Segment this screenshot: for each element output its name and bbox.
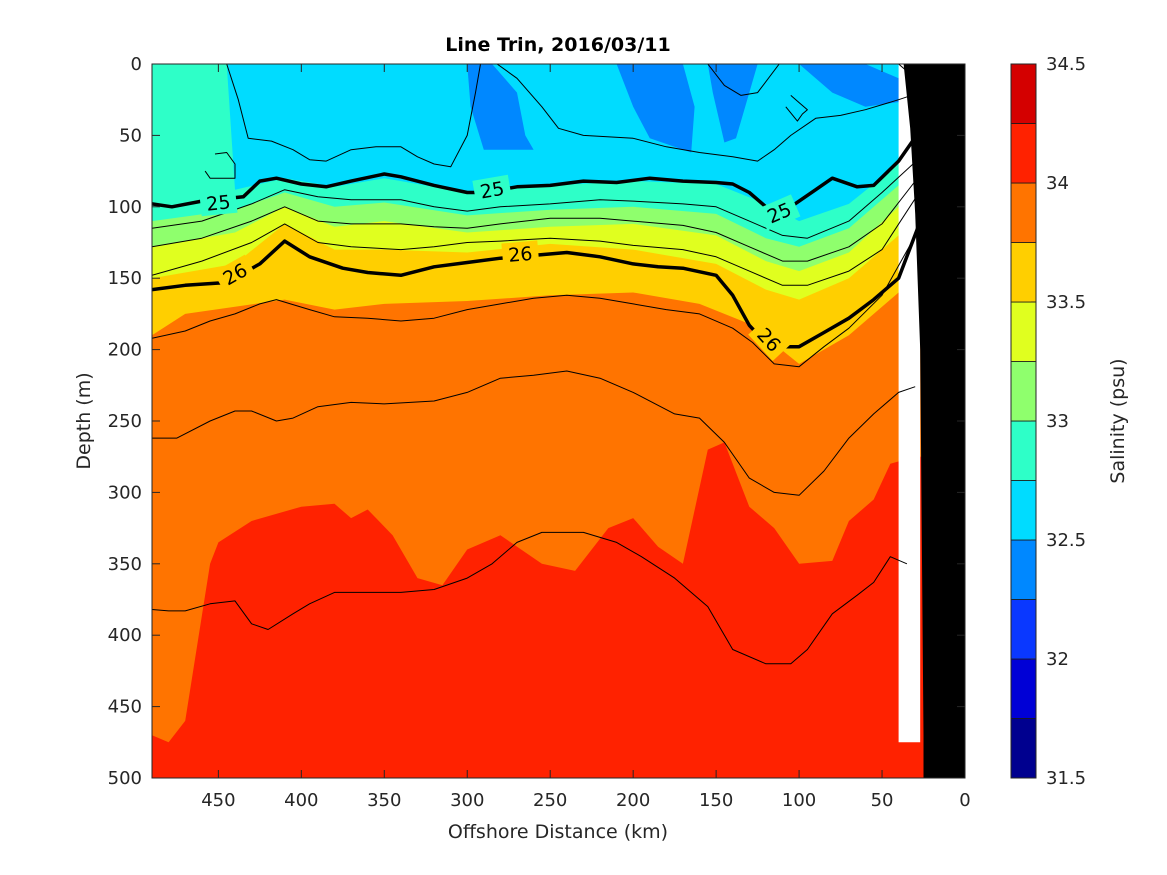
salinity-patch-32.25-32.5 [467,64,534,150]
x-tick-label: 0 [959,790,970,811]
x-tick-label: 150 [699,790,733,811]
colorbar-swatch [1010,658,1037,719]
contour-line-25.5 [152,163,929,262]
salinity-fill-layers [152,64,965,778]
y-tick-label: 200 [108,340,142,361]
salinity-patch-32.25-32.5 [799,64,916,107]
x-tick-label: 450 [201,790,235,811]
x-axis-label: Offshore Distance (km) [448,821,668,843]
contour-line-24.5 [785,95,808,122]
y-tick-label: 400 [108,625,142,646]
y-tick-label: 0 [131,54,142,75]
contour-line-24.5 [204,152,236,179]
x-tick-label: 350 [367,790,401,811]
contour-label-gap [199,188,238,217]
contour-line-24.5 [707,64,780,96]
colorbar-swatch [1010,718,1037,779]
contour-label-25: 25 [479,178,507,204]
colorbar-label: Salinity (psu) [1107,358,1129,483]
x-tick-label: 300 [450,790,484,811]
salinity-band-patches [467,64,927,153]
contour-line-26.5 [152,370,916,496]
colorbar-tick-label: 31.5 [1046,768,1086,789]
contour-line-24.5 [496,64,929,162]
colorbar-tick-label: 34 [1046,173,1069,194]
colorbar-tick-label: 33.5 [1046,292,1086,313]
y-tick-label: 250 [108,411,142,432]
colorbar-swatch [1010,361,1037,422]
contour-line-24.5 [226,64,481,168]
colorbar: 31.5 32 32.5 33 33.5 34 34.5 [1010,54,1086,789]
y-tick-label: 350 [108,554,142,575]
y-tick-label: 500 [108,768,142,789]
colorbar-swatch [1010,63,1037,124]
contour-line-25.25 [152,149,929,239]
colorbar-swatch [1010,123,1037,184]
contour-label-gap [757,194,801,231]
contour-label-gap [748,318,791,361]
colorbar-tick-label: 33 [1046,411,1069,432]
contour-line-24.5 [898,64,929,76]
colorbar-swatch [1010,420,1037,481]
contour-line-26.75 [152,531,908,665]
colorbar-tick-label: 32 [1046,649,1069,670]
contour-label-26: 26 [507,243,533,267]
salinity-layer-6 [152,442,965,778]
x-axis: 450 400 350 300 250 200 150 100 50 0 [201,64,971,811]
y-tick-label: 300 [108,482,142,503]
y-tick-label: 450 [108,697,142,718]
y-axis: 0 50 100 150 200 250 300 350 400 450 500 [108,54,965,789]
contour-line-25.75 [152,177,929,286]
chart-title: Line Trin, 2016/03/11 [445,34,670,56]
density-contour-layer [152,64,931,665]
contour-line-26.25 [152,220,924,368]
contour-label-25: 25 [205,191,231,215]
x-tick-label: 100 [782,790,816,811]
y-tick-label: 150 [108,268,142,289]
colorbar-swatch [1010,182,1037,243]
x-tick-label: 50 [871,790,894,811]
colorbar-swatch [1010,242,1037,303]
colorbar-swatch [1010,599,1037,660]
contour-line-26 [152,199,931,349]
contour-line-25 [152,117,930,216]
x-tick-label: 250 [533,790,567,811]
contour-label-gap [213,254,257,294]
no-data-mask-layer [898,64,965,778]
colorbar-swatch [1010,539,1037,600]
contour-label-gap [472,174,512,205]
salinity-patch-32.25-32.5 [707,64,758,143]
contour-label-gap [501,240,540,268]
x-tick-label: 200 [616,790,650,811]
colorbar-tick-label: 32.5 [1046,530,1086,551]
colorbar-swatch [1010,301,1037,362]
y-axis-label: Depth (m) [73,372,95,469]
salinity-patch-32.25-32.5 [616,64,695,153]
x-tick-label: 400 [284,790,318,811]
seafloor-bathymetry [903,64,965,778]
colorbar-swatch [1010,480,1037,541]
y-tick-label: 100 [108,197,142,218]
colorbar-tick-label: 34.5 [1046,54,1086,75]
y-tick-label: 50 [119,125,142,146]
